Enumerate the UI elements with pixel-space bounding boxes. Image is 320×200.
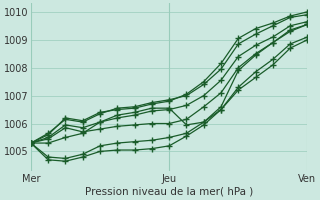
X-axis label: Pression niveau de la mer( hPa ): Pression niveau de la mer( hPa ) [85, 187, 253, 197]
